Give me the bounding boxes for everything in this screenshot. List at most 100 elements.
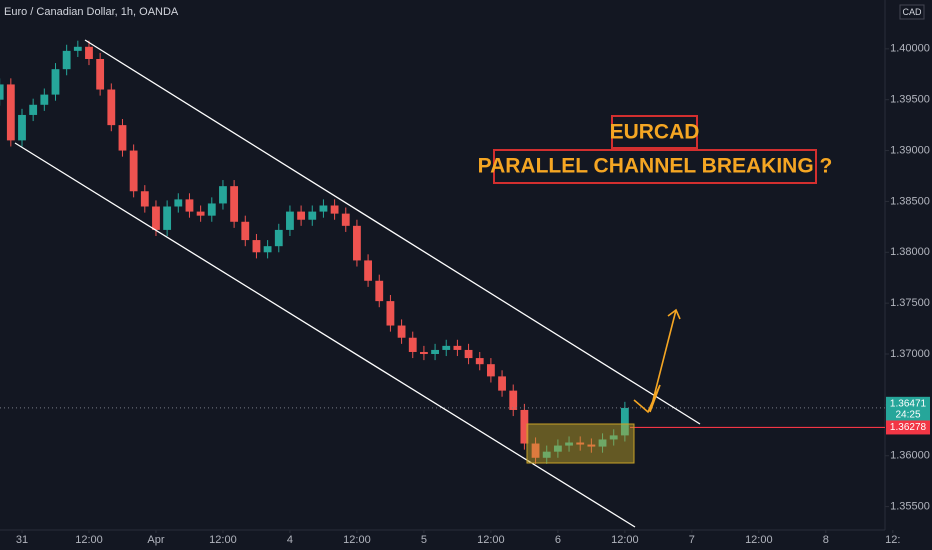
last-price-box [886, 396, 930, 421]
candle-body [620, 407, 629, 436]
channel-upper [84, 39, 701, 425]
y-tick-label: 1.36000 [890, 450, 930, 462]
candle-body [6, 84, 15, 141]
plot-area [0, 40, 894, 533]
x-tick-label: 12:00 [611, 534, 639, 546]
last-price-label: 1.36471 [890, 398, 927, 409]
level-box [886, 420, 930, 435]
x-tick-label: 7 [689, 534, 695, 546]
candle-body [51, 69, 60, 95]
candle-body [73, 46, 82, 51]
candle-body [353, 225, 361, 261]
currency-label: CAD [902, 7, 922, 17]
candle-body [319, 205, 328, 212]
y-tick-label: 1.38000 [890, 246, 930, 258]
candle-body [598, 439, 607, 447]
candle-body [431, 349, 439, 355]
candle-body [196, 211, 205, 216]
candle-body [140, 191, 149, 207]
candle-body [0, 84, 4, 100]
candle-body [609, 435, 618, 440]
chart-title: Euro / Canadian Dollar, 1h, OANDA [4, 6, 179, 18]
candle-body [442, 345, 451, 350]
candle-body [129, 150, 138, 192]
x-tick-label: 12:00 [745, 534, 773, 546]
candle-body [542, 451, 551, 458]
candle-body [397, 325, 406, 338]
candle-body [207, 203, 216, 216]
x-tick-label: 12:00 [209, 534, 237, 546]
candle-body [375, 280, 384, 302]
candle-body [486, 364, 495, 377]
x-tick-label: 5 [421, 534, 427, 546]
range-box [526, 423, 635, 464]
candle-body [330, 205, 339, 214]
candle-body [520, 409, 529, 444]
candle-body [152, 206, 160, 230]
y-tick-label: 1.37000 [890, 348, 930, 360]
candle-body [464, 349, 473, 359]
x-tick-label: 12: [885, 534, 900, 546]
candle-body [174, 199, 183, 207]
x-tick-label: 12:00 [477, 534, 505, 546]
candle-body [96, 59, 105, 90]
candle-body [509, 390, 518, 410]
candle-body [230, 186, 239, 222]
candle-body [498, 376, 506, 391]
candle-body [62, 50, 71, 70]
candle-body [364, 260, 372, 281]
candle-body [40, 94, 49, 105]
x-tick-label: 8 [823, 534, 829, 546]
candle-body [386, 301, 395, 326]
candle-body [286, 211, 294, 230]
candle-body [587, 444, 596, 447]
candle-body [408, 337, 417, 352]
x-tick-label: 6 [555, 534, 561, 546]
candle-body [29, 104, 38, 115]
candle-body [475, 358, 484, 365]
level-label: 1.36278 [890, 422, 927, 433]
candle-body [420, 351, 428, 355]
x-tick-label: 4 [287, 534, 293, 546]
candle-body [341, 213, 350, 226]
candle-body [531, 443, 540, 458]
candle-body [576, 442, 585, 445]
y-tick-label: 1.35500 [890, 501, 930, 513]
annotation-box [493, 149, 817, 184]
candle-body [565, 442, 573, 446]
y-tick-label: 1.39500 [890, 94, 930, 106]
annotation: PARALLEL CHANNEL BREAKING ? [478, 155, 833, 178]
annotation: EURCAD [610, 121, 700, 144]
x-tick-label: 12:00 [343, 534, 371, 546]
candle-body [18, 114, 26, 141]
x-tick-label: Apr [147, 534, 164, 546]
candle-body [553, 445, 562, 452]
candle-body [107, 89, 116, 126]
y-tick-label: 1.40000 [890, 43, 930, 55]
annotation-box [611, 115, 698, 149]
x-tick-label: 12:00 [75, 534, 103, 546]
candle-body [85, 46, 93, 60]
candle-body [274, 229, 283, 247]
candle-body [297, 211, 306, 220]
candle-body [241, 221, 250, 241]
candle-body [453, 345, 462, 350]
candle-body [252, 240, 261, 253]
candle-body [185, 199, 194, 212]
y-tick-label: 1.38500 [890, 195, 930, 207]
candle-body [163, 206, 172, 230]
candle-body [118, 125, 127, 151]
currency-badge [899, 4, 925, 20]
y-tick-label: 1.39000 [890, 144, 930, 156]
candle-body [219, 186, 227, 204]
arrow-head [667, 308, 681, 320]
projection-arrow [633, 309, 677, 414]
candle-body [263, 246, 272, 253]
candle-body [308, 211, 317, 220]
countdown-label: 24:25 [895, 409, 920, 420]
x-tick-label: 31 [16, 534, 28, 546]
y-tick-label: 1.37500 [890, 297, 930, 309]
